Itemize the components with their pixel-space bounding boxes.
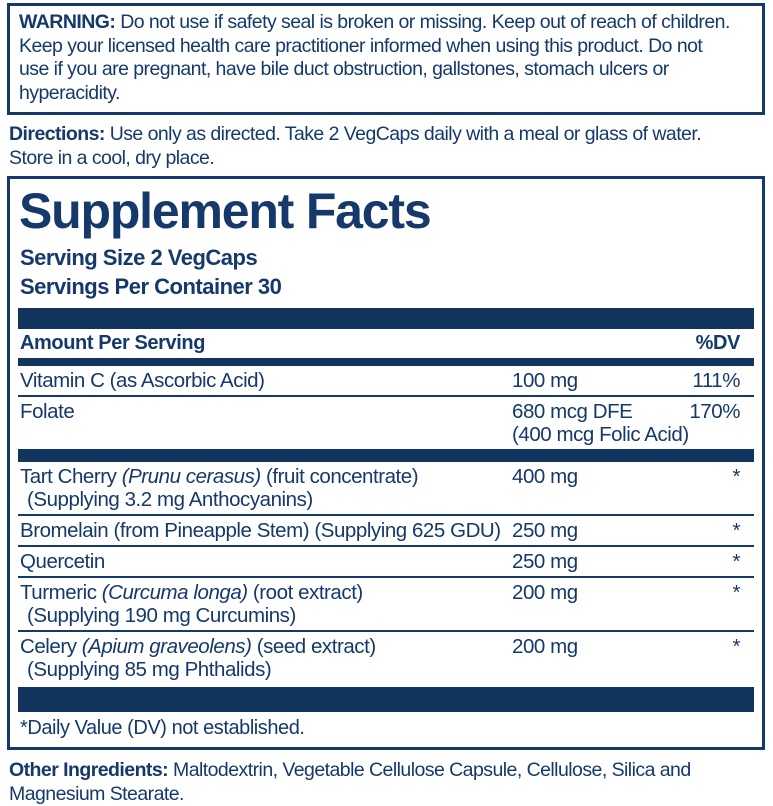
nutrient-amount-cell: 250 mg	[512, 519, 664, 542]
amount-per-serving-header: Amount Per Serving	[20, 332, 206, 354]
daily-value-footnote: *Daily Value (DV) not established.	[20, 717, 305, 739]
warning-box: WARNING: Do not use if safety seal is br…	[7, 3, 765, 115]
warning-text: Do not use if safety seal is broken or m…	[120, 11, 730, 33]
nutrient-amount: 400 mg	[512, 465, 578, 488]
nutrient-amount: 200 mg	[512, 635, 578, 658]
warning-line: WARNING: Do not use if safety seal is br…	[19, 11, 754, 35]
nutrient-amount: 250 mg	[512, 550, 578, 573]
nutrient-row-tart-cherry: Tart Cherry (Prunu cerasus) (fruit conce…	[18, 462, 754, 516]
nutrient-subline: (Supplying 190 mg Curcumins)	[27, 604, 296, 627]
directions-line: Directions: Use only as directed. Take 2…	[9, 123, 765, 147]
medium-divider	[18, 358, 754, 366]
nutrient-row-bromelain: Bromelain (from Pineapple Stem) (Supplyi…	[18, 516, 754, 547]
dv-header: %DV	[695, 332, 741, 354]
nutrient-amount: 200 mg	[512, 581, 578, 604]
other-ingredients-line: Magnesium Stearate.	[9, 783, 184, 805]
nutrient-name-cell: Quercetin	[18, 550, 512, 573]
other-ingredients-text: Maltodextrin, Vegetable Cellulose Capsul…	[173, 759, 691, 781]
other-ingredients-section: Other Ingredients: Maltodextrin, Vegetab…	[9, 758, 765, 806]
nutrient-name: Bromelain (from Pineapple Stem) (Supplyi…	[20, 519, 501, 542]
nutrient-row-vitamin-c: Vitamin C (as Ascorbic Acid) 100 mg 111%	[18, 366, 754, 397]
serving-size: Serving Size 2 VegCaps	[20, 245, 258, 270]
nutrient-dv: *	[732, 550, 740, 573]
nutrient-amount: 680 mcg DFE	[512, 400, 633, 423]
nutrient-name-cell: Celery (Apium graveolens) (seed extract)…	[18, 635, 512, 681]
nutrient-name: Folate	[20, 400, 75, 423]
warning-line: Keep your licensed health care practitio…	[19, 34, 703, 57]
table-header-row: Amount Per Serving %DV	[18, 329, 754, 358]
nutrient-row-quercetin: Quercetin 250 mg *	[18, 547, 754, 578]
other-ingredients-line: Other Ingredients: Maltodextrin, Vegetab…	[9, 758, 765, 782]
mid-divider	[18, 449, 754, 462]
nutrient-name: Quercetin	[20, 550, 105, 573]
nutrient-amount-cell: 100 mg	[512, 369, 664, 392]
nutrient-amount-cell: 680 mcg DFE (400 mcg Folic Acid)	[512, 400, 689, 446]
directions-label: Directions:	[9, 123, 105, 145]
nutrient-name-cell: Turmeric (Curcuma longa) (root extract) …	[18, 581, 512, 627]
nutrient-name-cell: Folate	[18, 400, 512, 423]
nutrient-amount-cell: 200 mg	[512, 581, 664, 604]
nutrient-dv: *	[732, 519, 740, 542]
nutrient-dv: *	[732, 465, 740, 488]
nutrient-amount-cell: 250 mg	[512, 550, 664, 573]
nutrient-amount-subline: (400 mcg Folic Acid)	[512, 423, 689, 446]
nutrient-row-turmeric: Turmeric (Curcuma longa) (root extract) …	[18, 578, 754, 632]
supplement-facts-panel: Supplement Facts Serving Size 2 VegCaps …	[7, 176, 765, 750]
nutrient-dv: 170%	[689, 400, 740, 423]
supplement-facts-title: Supplement Facts	[19, 183, 432, 239]
nutrient-name-cell: Tart Cherry (Prunu cerasus) (fruit conce…	[18, 465, 512, 511]
servings-per-container: Servings Per Container 30	[20, 274, 282, 299]
nutrient-amount: 100 mg	[512, 369, 578, 392]
nutrient-name-cell: Bromelain (from Pineapple Stem) (Supplyi…	[18, 519, 512, 542]
directions-line: Store in a cool, dry place.	[9, 146, 215, 169]
nutrient-name: Celery	[20, 635, 82, 658]
nutrient-name: Turmeric	[20, 581, 102, 604]
thick-divider-top	[18, 308, 754, 329]
nutrient-latin-name: (Curcuma longa)	[101, 581, 248, 604]
nutrient-row-celery: Celery (Apium graveolens) (seed extract)…	[18, 632, 754, 684]
warning-line: hyperacidity.	[19, 81, 120, 104]
nutrient-row-folate: Folate 680 mcg DFE (400 mcg Folic Acid) …	[18, 397, 754, 449]
nutrient-amount: 250 mg	[512, 519, 578, 542]
nutrient-name: Vitamin C (as Ascorbic Acid)	[20, 369, 265, 392]
nutrient-subline: (Supplying 85 mg Phthalids)	[27, 658, 272, 681]
nutrient-latin-name: (Prunu cerasus)	[121, 465, 262, 488]
directions-text: Use only as directed. Take 2 VegCaps dai…	[109, 123, 702, 145]
other-ingredients-label: Other Ingredients:	[9, 759, 169, 781]
nutrient-name: Tart Cherry	[20, 465, 122, 488]
nutrient-dv: *	[732, 635, 740, 658]
nutrient-dv: 111%	[692, 369, 740, 392]
directions-section: Directions: Use only as directed. Take 2…	[9, 123, 765, 170]
nutrient-amount-cell: 200 mg	[512, 635, 664, 658]
thick-divider-bottom	[18, 687, 754, 712]
warning-label: WARNING:	[19, 11, 116, 33]
nutrient-latin-name: (Apium graveolens)	[81, 635, 252, 658]
nutrient-name-cell: Vitamin C (as Ascorbic Acid)	[18, 369, 512, 392]
nutrient-dv: *	[732, 581, 740, 604]
nutrient-subline: (Supplying 3.2 mg Anthocyanins)	[27, 488, 313, 511]
warning-line: use if you are pregnant, have bile duct …	[19, 58, 669, 80]
nutrient-amount-cell: 400 mg	[512, 465, 664, 488]
